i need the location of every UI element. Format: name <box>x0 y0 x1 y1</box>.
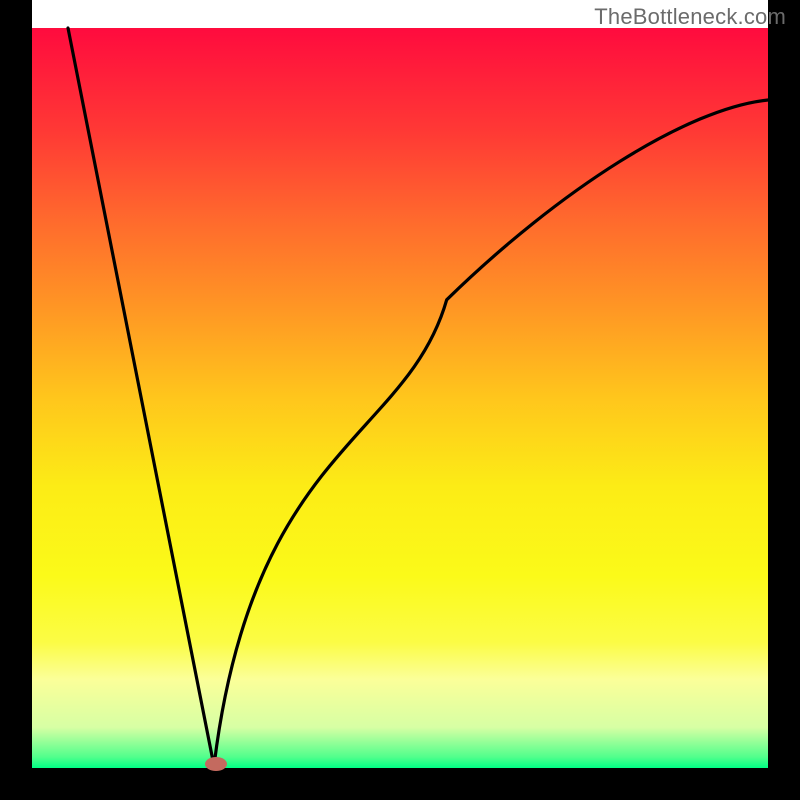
frame-left <box>0 0 32 800</box>
frame-right <box>768 0 800 800</box>
watermark-text: TheBottleneck.com <box>594 4 786 30</box>
bottleneck-chart <box>0 0 800 800</box>
frame-bottom <box>0 768 800 800</box>
optimal-point-marker <box>205 757 227 771</box>
